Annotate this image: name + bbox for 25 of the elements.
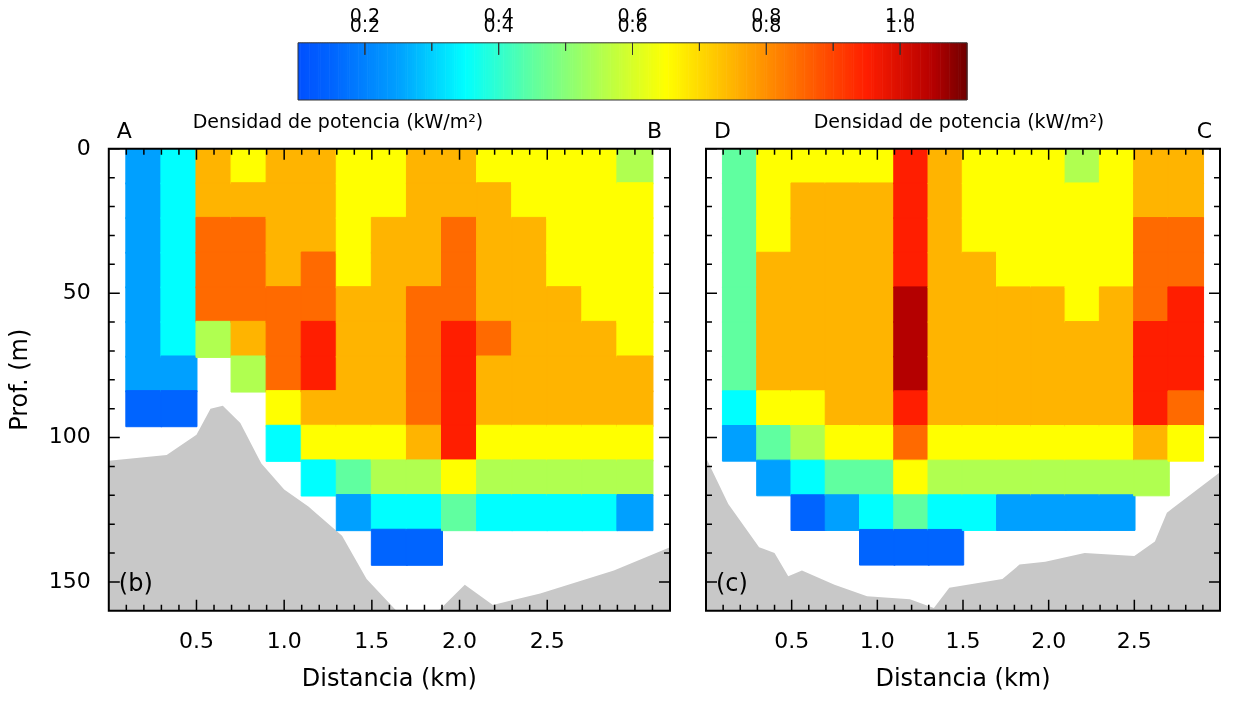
chart-title: Densidad de potencia (kW/m²) [813, 110, 1105, 133]
x-axis-title: Distancia (km) [301, 663, 477, 692]
x-tick-label: 1.0 [859, 627, 895, 653]
x-tick-label: 2.0 [442, 627, 478, 653]
text: A [116, 117, 132, 143]
x-tick-label: 1.0 [266, 627, 302, 653]
x-tick-label: 2.5 [529, 627, 565, 653]
y-tick-label: 100 [48, 423, 91, 449]
y-tick-label: 150 [48, 567, 91, 593]
x-tick-label: 0.5 [774, 627, 810, 653]
text: C [1196, 117, 1212, 143]
x-axis-title: Distancia (km) [875, 663, 1051, 692]
y-axis-title: Prof. (m) [4, 328, 33, 431]
chart-title: Densidad de potencia (kW/m²) [192, 110, 484, 133]
annotation: (c) [716, 569, 748, 598]
annotation: (b) [118, 569, 153, 598]
x-tick-label: 2.5 [1116, 627, 1152, 653]
text: D [714, 117, 731, 143]
x-tick-label: 0.5 [178, 627, 214, 653]
x-tick-label: 2.0 [1031, 627, 1067, 653]
x-tick-label: 1.5 [354, 627, 390, 653]
y-tick-label: 50 [62, 278, 91, 304]
x-tick-label: 1.5 [945, 627, 981, 653]
y-tick-label: 0 [76, 134, 91, 160]
text: B [646, 117, 662, 143]
